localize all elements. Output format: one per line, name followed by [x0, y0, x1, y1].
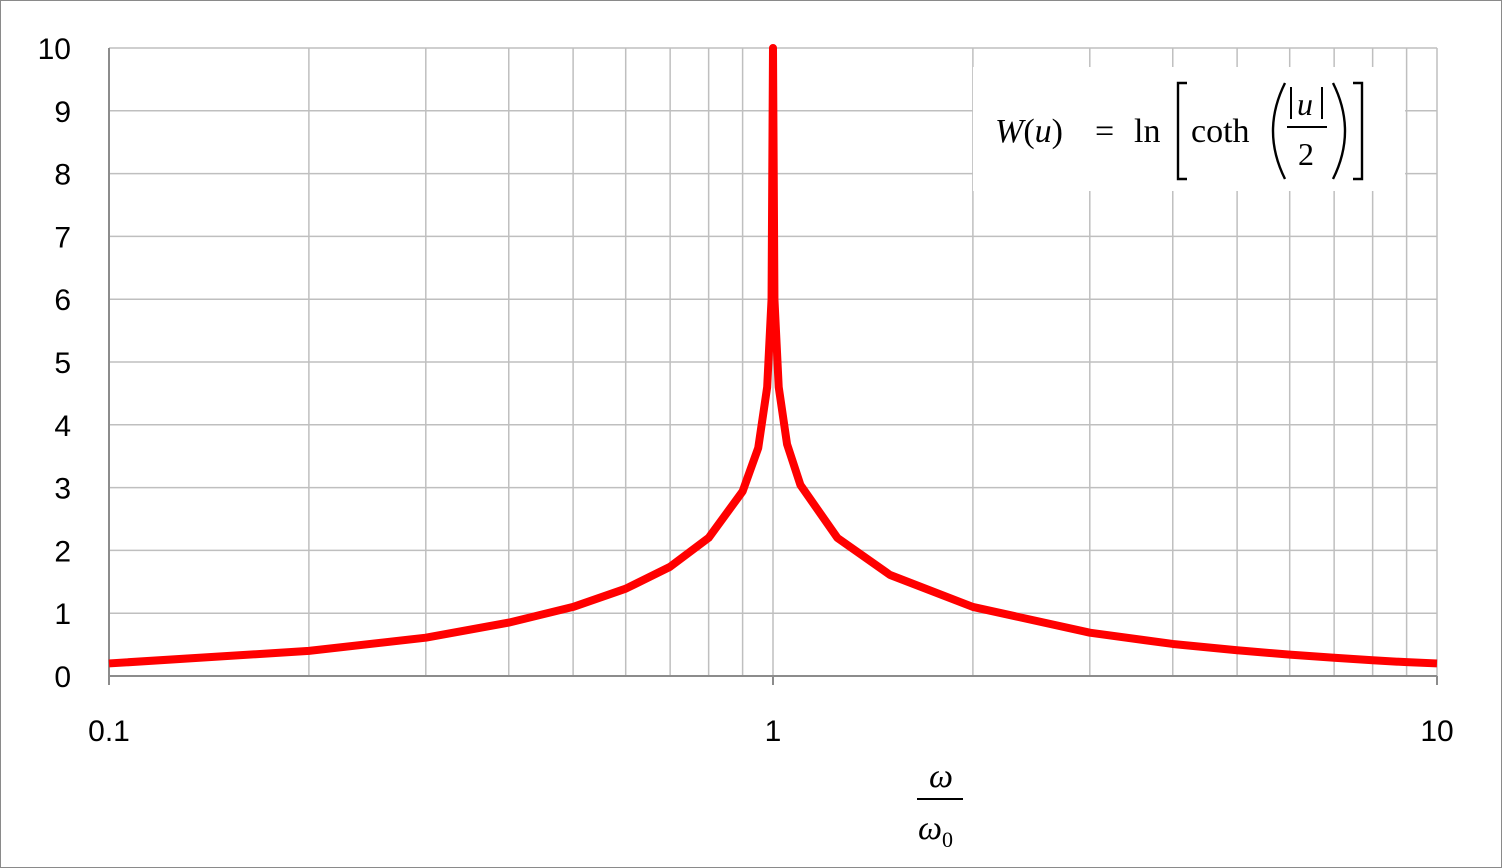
y-tick-label: 3	[54, 473, 71, 506]
left-bracket	[1176, 81, 1187, 181]
x-axis-label: ω ω0	[917, 758, 963, 852]
formula-annotation: W(u) = ln coth u 2	[973, 67, 1405, 191]
y-tick-label: 4	[54, 410, 71, 443]
y-tick-label: 1	[54, 598, 71, 631]
x-axis-label-denominator: ω0	[918, 810, 953, 852]
left-paren	[1271, 82, 1287, 180]
x-tick-label: 1	[765, 715, 782, 748]
x-tick-label: 0.1	[88, 715, 130, 748]
series-line	[108, 44, 1438, 668]
formula-fraction-numerator: u	[1297, 86, 1313, 122]
right-paren	[1331, 82, 1347, 180]
y-tick-label: 2	[54, 535, 71, 568]
y-tick-label: 9	[54, 96, 71, 129]
right-bracket	[1353, 81, 1364, 181]
formula-background	[973, 67, 1405, 191]
x-tick-label: 10	[1420, 715, 1453, 748]
x-axis-label-numerator: ω	[929, 758, 953, 795]
y-tick-label: 6	[54, 284, 71, 317]
formula-coth: coth	[1191, 113, 1250, 150]
y-tick-label: 10	[38, 33, 71, 66]
formula-lhs: W(u)	[995, 113, 1063, 150]
tick-labels: 0 1 2 3 4 5 6 7 8 9 10 0.1 1 10	[38, 33, 1454, 748]
axes	[108, 48, 1438, 685]
y-tick-label: 0	[54, 661, 71, 694]
formula-fraction-denominator: 2	[1298, 136, 1314, 172]
y-tick-label: 8	[54, 159, 71, 192]
y-tick-label: 7	[54, 221, 71, 254]
y-tick-label: 5	[54, 347, 71, 380]
formula-ln: ln	[1134, 113, 1160, 150]
series-layer	[108, 44, 1438, 668]
formula-equals: =	[1095, 113, 1114, 150]
